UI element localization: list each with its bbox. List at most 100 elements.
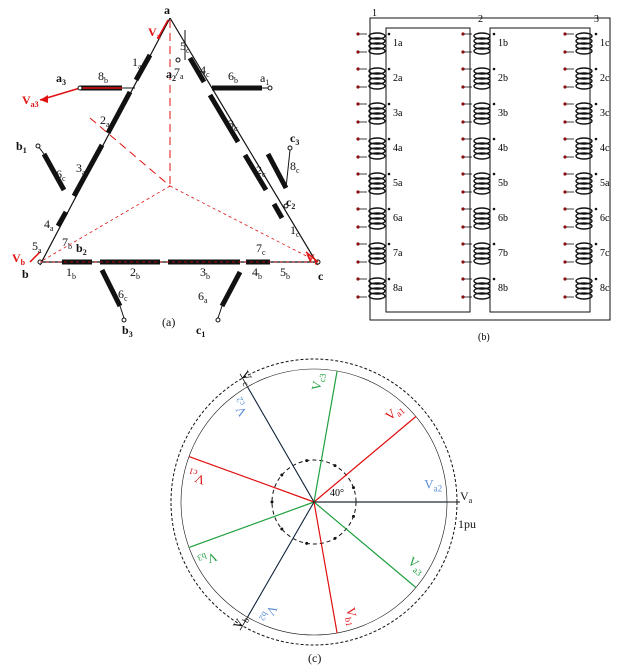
coil-label: 5b	[498, 178, 508, 189]
coil-6a: 6a	[356, 207, 403, 230]
svg-text:1b: 1b	[66, 265, 76, 281]
svg-text:7a: 7a	[174, 65, 184, 81]
terminal-c1: c1	[196, 323, 205, 339]
core-window-1	[385, 27, 471, 313]
coil-label: 1c	[600, 38, 610, 49]
coil-7a: 7a	[356, 242, 403, 265]
coil-8b: 8b	[461, 277, 508, 300]
coil-3b: 3b	[461, 102, 508, 125]
phasor-b1	[313, 501, 338, 634]
svg-text:3b: 3b	[200, 265, 210, 281]
svg-text:5c: 5c	[180, 39, 190, 55]
coil-label: 7b	[498, 248, 508, 259]
svg-text:8c: 8c	[290, 159, 300, 175]
coil-label: 8b	[498, 283, 508, 294]
coil-6b: 6b	[461, 207, 508, 230]
vertex-b-label: b	[22, 267, 29, 281]
coil-4b: 4b	[461, 137, 508, 160]
svg-text:3a: 3a	[76, 161, 86, 177]
main-phase-label: Vc	[236, 368, 257, 388]
svg-text:1a: 1a	[132, 55, 142, 71]
caption-b: (b)	[478, 332, 490, 343]
svg-text:7c: 7c	[256, 241, 266, 257]
phasor-label-b3: Vb3	[196, 547, 220, 569]
svg-text:7b: 7b	[62, 235, 72, 251]
terminal-b2: b2	[76, 241, 87, 257]
coil-label: 3a	[393, 108, 403, 119]
phasor-label-a3: Va3	[404, 553, 429, 578]
coil-label: 2b	[498, 73, 508, 84]
phasor-label-c3: Vc3	[308, 371, 328, 392]
phasor-c1	[188, 455, 315, 503]
coil-label: 5a	[600, 178, 610, 189]
coil-4c: 4c	[563, 137, 610, 160]
coil-3a: 3a	[356, 102, 403, 125]
triangle-side-ac	[169, 17, 319, 266]
coil-label: 4c	[600, 143, 610, 154]
vertex-c-label: c	[318, 269, 324, 283]
core-outline	[369, 17, 611, 321]
coil-2c: 2c	[563, 67, 610, 90]
coil-5a: 5a	[356, 172, 403, 195]
svg-text:2a: 2a	[100, 113, 110, 129]
coil-label: 8a	[393, 283, 403, 294]
svg-text:4a: 4a	[44, 217, 54, 233]
coil-5b: 5b	[461, 172, 508, 195]
terminal-a3: a3	[56, 71, 66, 87]
va3-arrow-head	[40, 95, 48, 103]
caption-a: (a)	[162, 315, 175, 329]
svg-text:8b: 8b	[98, 69, 108, 85]
coil-label: 3b	[498, 108, 508, 119]
core-window-2	[489, 27, 591, 313]
coil-label: 3c	[600, 108, 610, 119]
coil-1b: 1b	[461, 32, 508, 55]
vc-label: Vc	[306, 251, 319, 267]
coil-stacks: 1a 2a 3a 4a 5a 6a 7a 8a 1b 2b 3b 4b 5b 6b 7b 8b 1c 2c 3c 4c…	[356, 32, 610, 300]
coil-3c: 3c	[563, 102, 610, 125]
phasor-a3	[313, 501, 417, 588]
coil-label: 8c	[600, 283, 610, 294]
winding-bars	[41, 53, 289, 308]
main-phase-label: Vb	[230, 612, 252, 633]
coil-label: 1b	[498, 38, 508, 49]
coil-2b: 2b	[461, 67, 508, 90]
terminal-c2: c2	[286, 195, 295, 211]
coil-6c: 6c	[563, 207, 610, 230]
coil-label: 7a	[393, 248, 403, 259]
phasor-label-b1: Vb1	[341, 606, 361, 627]
svg-text:2c: 2c	[256, 163, 266, 179]
svg-text:5a: 5a	[32, 239, 42, 255]
coil-label: 7c	[600, 248, 610, 259]
phasor-label-c1: Vc1	[185, 466, 208, 488]
phasor-label-a1: Va1	[382, 400, 407, 425]
phasor-dashes	[89, 20, 171, 187]
panel-b: 1 2 3 1a 2a 3a 4a 5a 6a 7a 8a 1b 2b 3b 4b 5b 6b 7b 8b 1c…	[356, 8, 611, 343]
svg-text:3c: 3c	[228, 117, 238, 133]
caption-c: (c)	[308, 651, 321, 665]
angle-label: 40°	[330, 488, 344, 499]
svg-text:4c: 4c	[200, 63, 210, 79]
column-label-2: 2	[478, 14, 483, 25]
coil-8c: 8c	[563, 277, 610, 300]
terminal-a1: a1	[260, 71, 269, 87]
coil-label: 4a	[393, 143, 403, 154]
coil-1a: 1a	[356, 32, 403, 55]
svg-text:6c: 6c	[56, 167, 66, 183]
coil-5a: 5a	[563, 172, 610, 195]
panel-c: Va1 Va2 Va3 Vb1 Vb2 Vb3 Vc1 Vc2 Vc3 Vc Vb Va 1pu 4…	[170, 358, 476, 665]
column-label-1: 1	[372, 8, 377, 19]
triangle-side-ab	[39, 17, 171, 266]
phasor-b3	[188, 501, 315, 549]
coil-7c: 7c	[563, 242, 610, 265]
va-main-label: Va	[460, 489, 473, 505]
svg-text:4b: 4b	[252, 265, 262, 281]
coil-label: 1a	[393, 38, 403, 49]
panel-a: a b c Va Vb Vc Va3 a3 a1 a2 b1 b2 b3 c1 …	[12, 3, 324, 339]
phasor-label-c2: Vc2	[228, 395, 252, 419]
terminal-b1: b1	[16, 139, 27, 155]
terminal-c3: c3	[290, 131, 299, 147]
coil-4a: 4a	[356, 137, 403, 160]
svg-text:6a: 6a	[198, 289, 208, 305]
coil-label: 4b	[498, 143, 508, 154]
